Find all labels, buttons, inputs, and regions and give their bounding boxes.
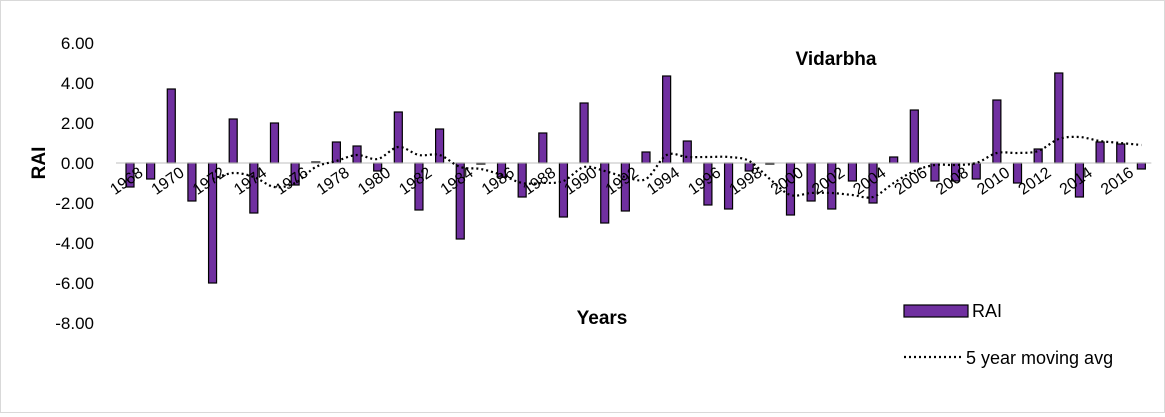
x-tick-label: 2016: [1098, 164, 1137, 198]
chart-title: Vidarbha: [796, 49, 877, 70]
rai-bar: [909, 109, 919, 164]
rai-bar: [847, 162, 858, 182]
rai-bar: [1116, 143, 1126, 164]
y-tick-label: 6.00: [61, 34, 94, 53]
rai-bars: [125, 72, 1146, 284]
legend-rai-label: RAI: [972, 301, 1002, 321]
rai-bar: [146, 162, 156, 180]
y-tick-label: 2.00: [61, 114, 94, 133]
y-tick-label: 4.00: [61, 74, 94, 93]
legend-rai-swatch: [903, 304, 969, 318]
rai-bar: [1095, 141, 1105, 164]
rai-bar: [228, 118, 238, 164]
rai-bar: [889, 156, 899, 164]
y-tick-label: -2.00: [55, 194, 94, 213]
rai-bar: [971, 162, 981, 180]
x-tick-label: 1978: [314, 164, 353, 198]
rai-bar: [1012, 162, 1023, 184]
x-axis-label: Years: [577, 308, 628, 329]
rai-bar: [1054, 72, 1064, 164]
y-tick-labels: 6.00 4.00 2.00 0.00 -2.00 -4.00 -6.00 -8.00: [55, 34, 94, 333]
y-tick-label: -4.00: [55, 234, 94, 253]
legend: RAI 5 year moving avg: [903, 301, 1113, 368]
rai-bar: [166, 88, 176, 164]
moving-average-line: [212, 135, 1142, 199]
rai-bar: [682, 140, 692, 164]
rai-bar: [538, 132, 548, 164]
rai-bar: [393, 111, 403, 164]
rai-bar: [1033, 148, 1043, 164]
rai-bar: [641, 151, 651, 164]
rai-bar: [331, 141, 341, 164]
y-tick-label: -6.00: [55, 274, 94, 293]
y-tick-label: 0.00: [61, 154, 94, 173]
x-tick-label: 1994: [644, 164, 683, 198]
rai-bar: [435, 128, 445, 164]
rai-bar: [579, 102, 589, 164]
rai-bar: [269, 122, 280, 164]
y-tick-label: -8.00: [55, 314, 94, 333]
rai-bar: [1136, 162, 1146, 170]
y-axis-label: RAI: [29, 147, 50, 180]
rai-bar: [662, 75, 672, 164]
legend-ma-label: 5 year moving avg: [966, 348, 1113, 368]
